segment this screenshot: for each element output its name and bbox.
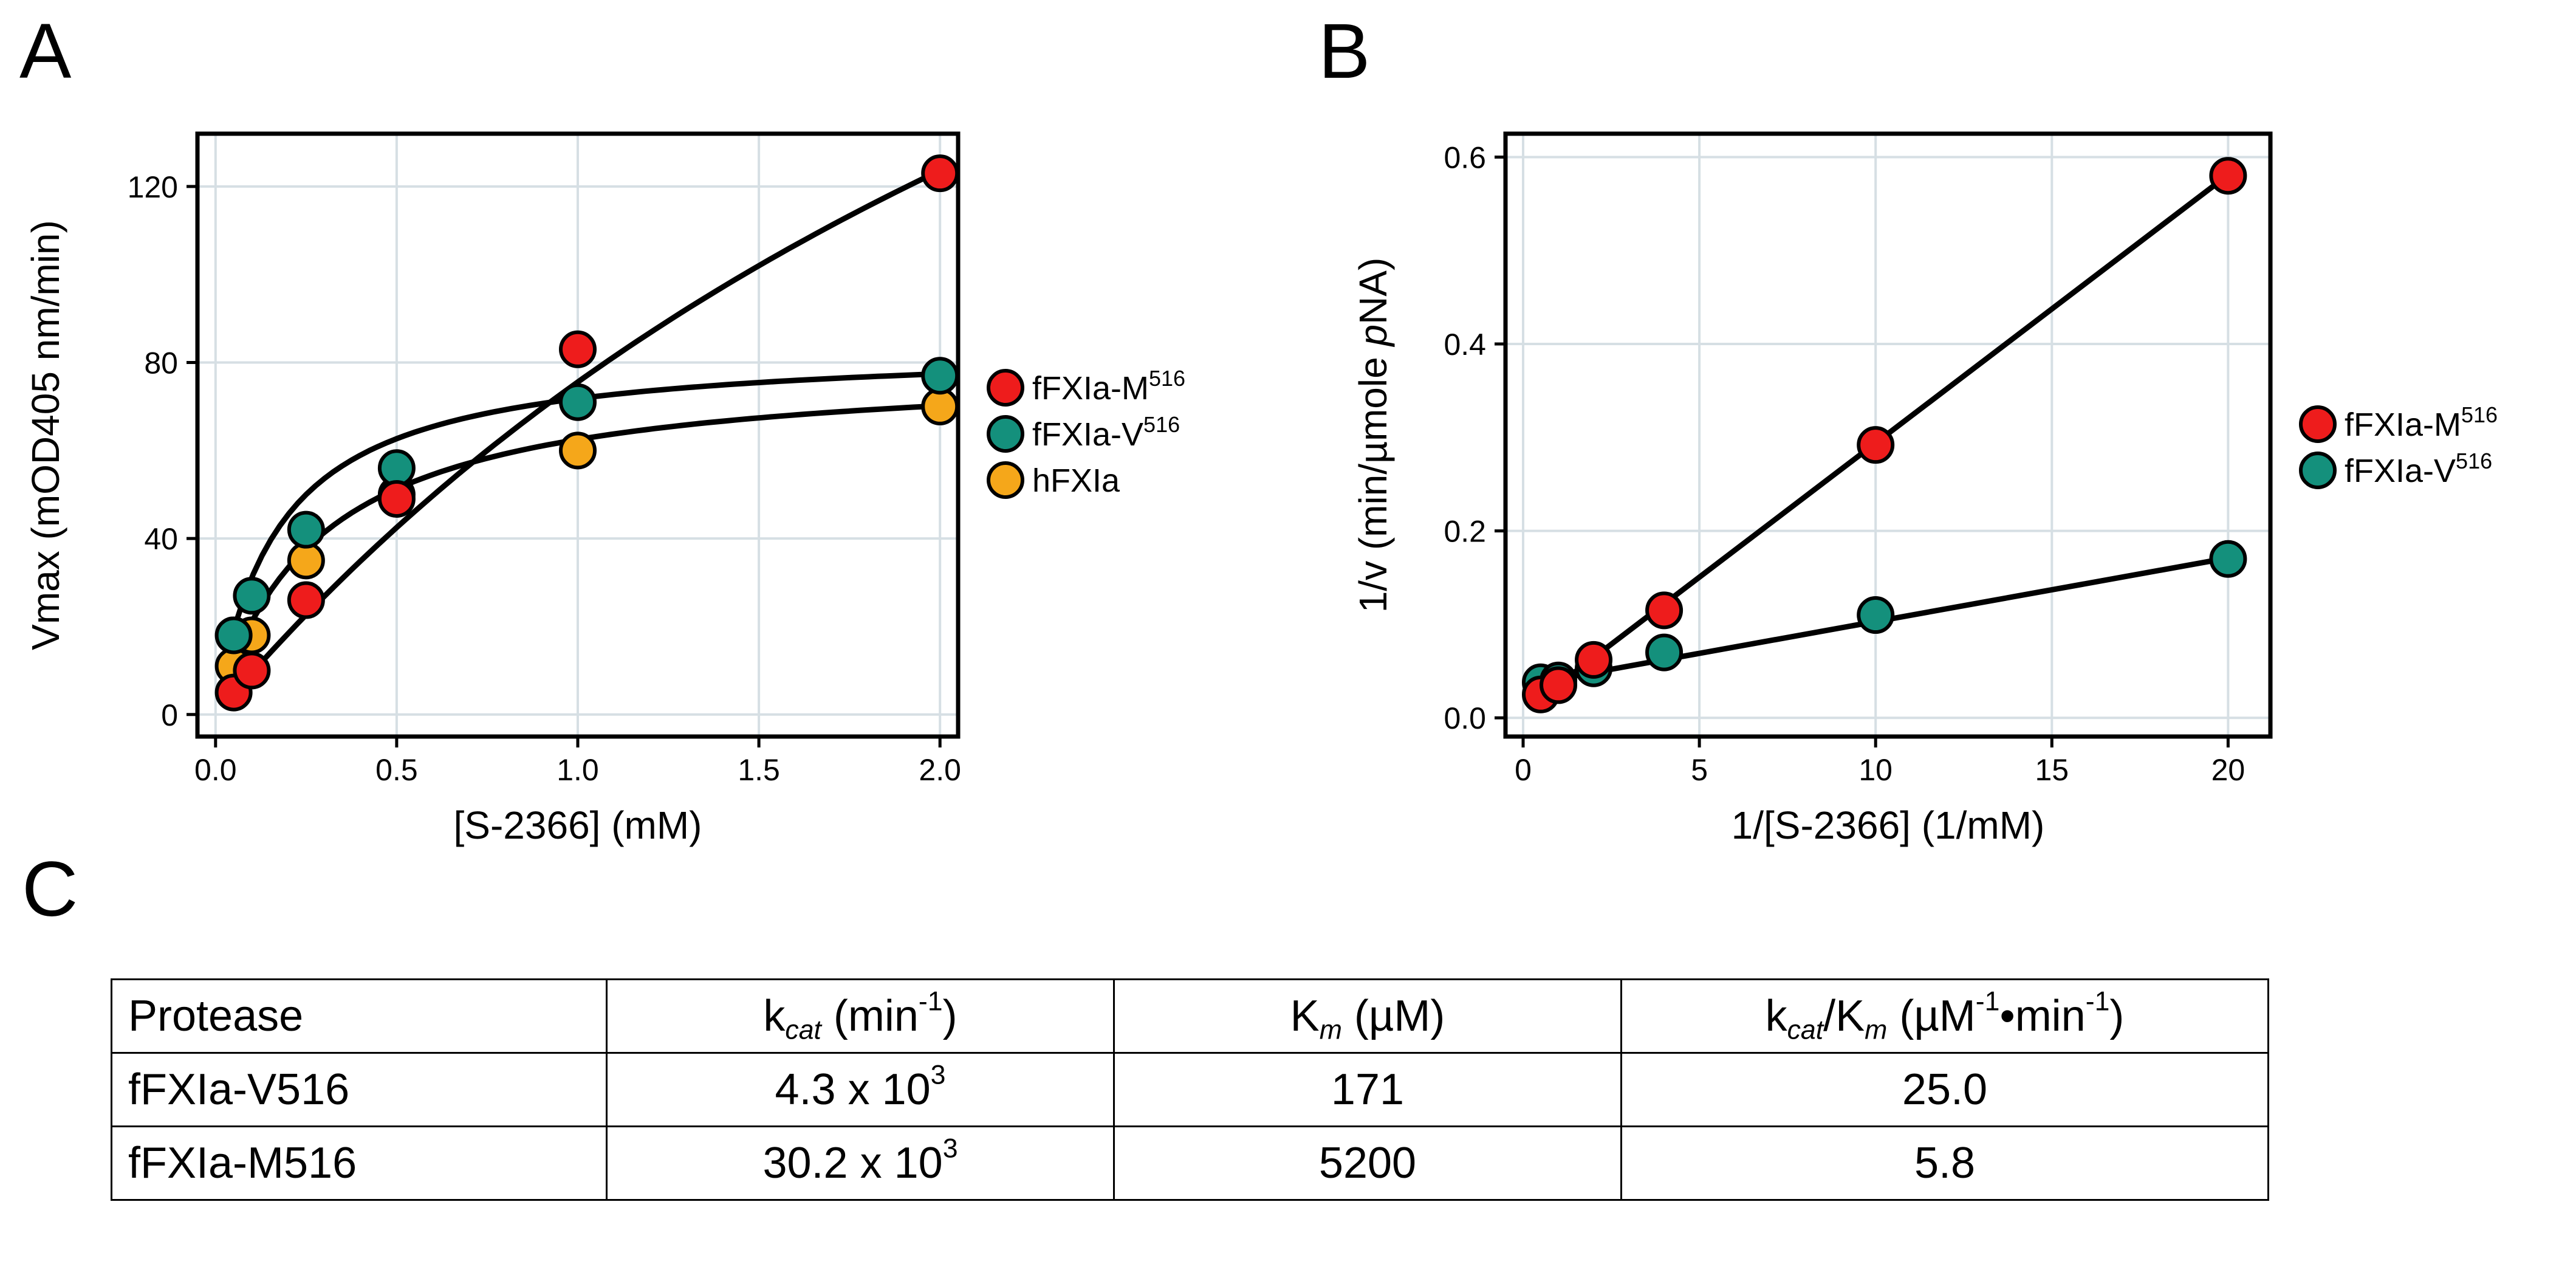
legend-label: fFXIa-V516 [1032,412,1180,453]
table-header-row: Protease kcat (min-1) Km (µM) kcat/Km (µ… [111,978,2269,1054]
header-kcat-km: kcat/Km (µM-1•min-1) [1620,978,2269,1054]
legend-marker [2299,452,2337,489]
x-tick-label: 10 [1858,753,1893,787]
data-point-ffxia-m [287,581,325,619]
x-tick-label: 1.0 [557,753,599,787]
x-tick-label: 0 [1515,753,1532,787]
data-point-ffxia-v [377,449,416,487]
x-axis-title-a: [S-2366] (mM) [454,803,702,847]
cell-km: 171 [1113,1052,1622,1127]
data-point-ffxia-m [1645,591,1684,630]
panel-a-letter: A [19,8,72,95]
data-point-ffxia-v [1645,633,1684,672]
y-tick-label: 0.0 [1444,701,1486,735]
data-point-ffxia-m [921,154,959,193]
y-axis-title-a: Vmax (mOD405 nm/min) [24,220,67,650]
legend-marker [987,369,1024,407]
data-point-hfxia [559,431,597,470]
data-point-ffxia-v [921,357,959,395]
data-point-ffxia-m [233,651,271,690]
data-point-ffxia-m [559,330,597,368]
data-point-ffxia-v [559,383,597,421]
cell-protease: fFXIa-V516 [111,1052,608,1127]
data-point-ffxia-m [1575,641,1613,679]
legend-label: hFXIa [1032,462,1120,499]
legend-label: fFXIa-V516 [2345,448,2492,489]
x-axis-title-b: 1/[S-2366] (1/mM) [1732,803,2045,847]
cell-kcat-km: 25.0 [1620,1052,2269,1127]
kinetics-table: Protease kcat (min-1) Km (µM) kcat/Km (µ… [111,978,2269,1201]
legend-label: fFXIa-M516 [1032,366,1185,407]
data-point-ffxia-v [1857,596,1895,634]
legend-marker [987,415,1024,453]
panel-c-letter: C [22,846,78,933]
data-point-ffxia-v [287,510,325,549]
table-row: fFXIa-M516 30.2 x 103 5200 5.8 [111,1125,2269,1201]
header-km: Km (µM) [1113,978,1622,1054]
legend-label: fFXIa-M516 [2345,402,2498,443]
data-point-ffxia-m [2209,157,2247,195]
x-tick-label: 20 [2211,753,2245,787]
legend-marker [2299,405,2337,443]
header-kcat: kcat (min-1) [606,978,1115,1054]
data-point-ffxia-v [2209,540,2247,578]
cell-protease: fFXIa-M516 [111,1125,608,1201]
data-point-hfxia [921,387,959,425]
cell-kcat: 4.3 x 103 [606,1052,1115,1127]
y-tick-label: 0.4 [1444,328,1486,362]
chart-panel-a: 0.0 0.5 1.0 1.5 2.0 0 40 80 120 [S-2366] (mM) V… [24,131,1185,847]
cell-kcat-km: 5.8 [1620,1125,2269,1201]
x-tick-label: 5 [1691,753,1708,787]
legend-b: fFXIa-M516 fFXIa-V516 [2299,402,2498,489]
y-tick-label: 40 [144,522,178,556]
y-tick-label: 80 [144,346,178,380]
data-point-ffxia-m [1857,426,1895,464]
table-row: fFXIa-V516 4.3 x 103 171 25.0 [111,1052,2269,1127]
x-tick-label: 0.5 [375,753,418,787]
fit-line-ffxia-m [224,168,942,704]
cell-km: 5200 [1113,1125,1622,1201]
x-tick-label: 1.5 [738,753,780,787]
legend-a: fFXIa-M516 fFXIa-V516 hFXIa [987,366,1185,499]
data-point-ffxia-v [233,577,271,615]
y-axis-title-b: 1/v (min/µmole pNA) [1351,258,1395,613]
legend-marker [987,461,1024,499]
y-tick-label: 0.6 [1444,140,1486,174]
x-tick-label: 0.0 [194,753,237,787]
data-point-ffxia-v [214,616,253,654]
header-protease: Protease [111,978,608,1054]
data-point-ffxia-m [1540,666,1578,704]
data-point-ffxia-m [377,479,416,518]
data-point-hfxia [287,541,325,580]
panel-b-letter: B [1318,8,1370,95]
cell-kcat: 30.2 x 103 [606,1125,1115,1201]
y-tick-label: 0 [161,698,178,732]
x-tick-label: 2.0 [919,753,961,787]
chart-panel-b: 0 5 10 15 20 0.00.20.40.6 1/[S-2366] (1/mM) … [1351,131,2498,847]
y-tick-label: 120 [128,170,178,204]
y-tick-label: 0.2 [1444,515,1486,549]
x-tick-label: 15 [2035,753,2069,787]
